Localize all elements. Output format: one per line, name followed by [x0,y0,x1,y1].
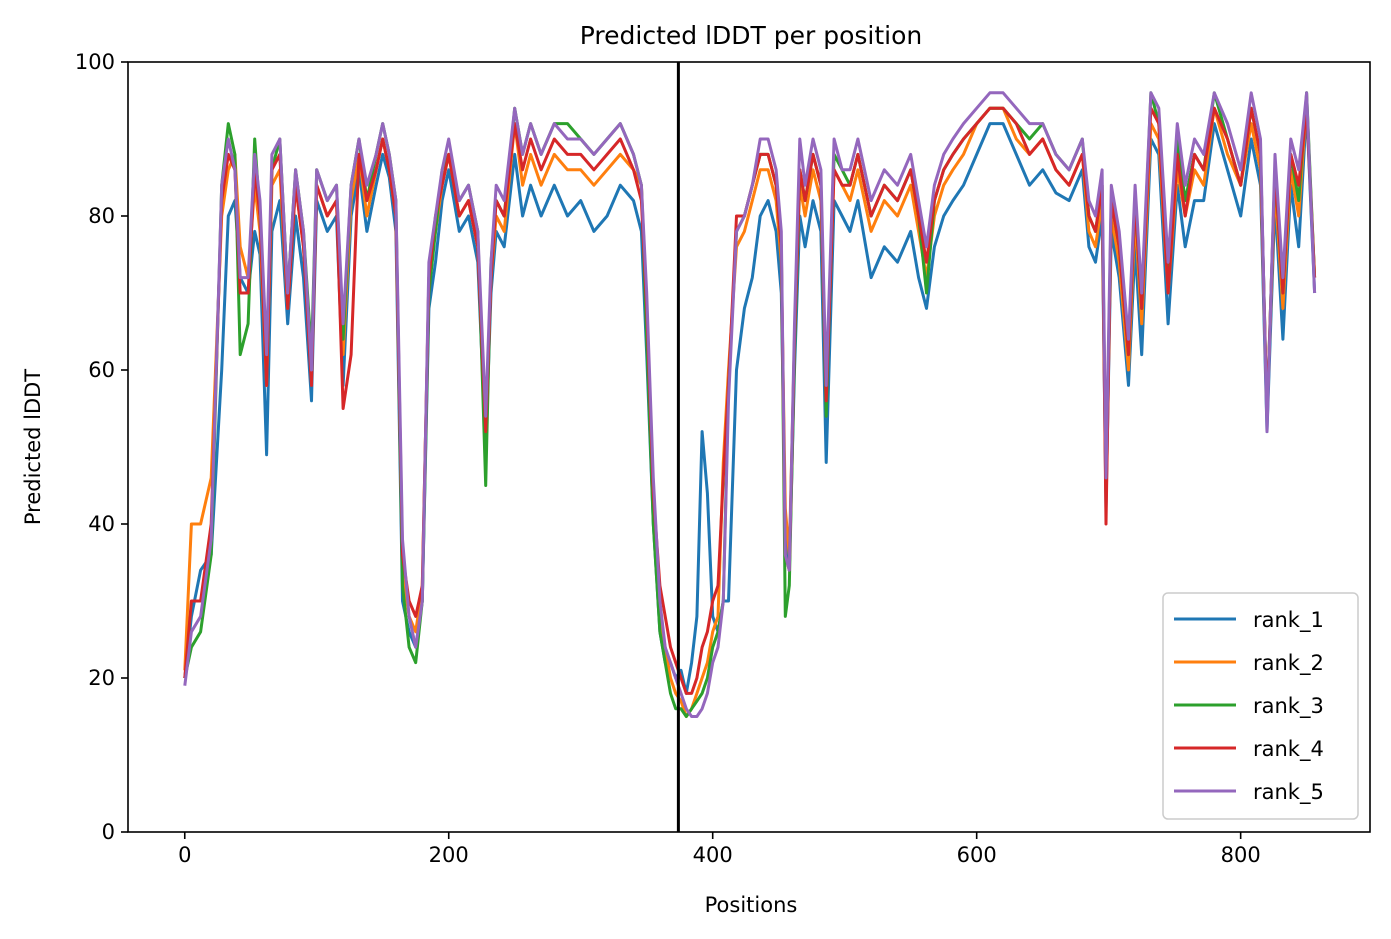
x-tick-label: 800 [1221,843,1261,867]
series-line-rank_5 [183,91,1317,718]
y-axis: 0 20 40 60 80 100 [75,50,128,844]
y-tick-label: 60 [88,358,115,382]
y-tick-label: 80 [88,204,115,228]
chart-title: Predicted lDDT per position [580,21,922,50]
y-tick-label: 0 [102,820,115,844]
y-tick-label: 100 [75,50,115,74]
y-tick-label: 40 [88,512,115,536]
x-tick-label: 0 [178,843,191,867]
series-layer [183,91,1317,718]
y-tick-label: 20 [88,666,115,690]
legend-label-rank_1: rank_1 [1253,608,1324,633]
x-tick-label: 400 [693,843,733,867]
plot-frame [127,61,1371,833]
x-tick-label: 200 [429,843,469,867]
x-axis-title: Positions [705,893,798,917]
legend-box [1162,592,1359,820]
legend-label-rank_4: rank_4 [1253,737,1324,762]
series-line-rank_4 [183,106,1317,695]
x-tick-label: 600 [957,843,997,867]
y-axis-title: Predicted lDDT [21,369,45,525]
x-axis: 0 200 400 600 800 [178,832,1261,867]
legend-label-rank_3: rank_3 [1253,694,1324,719]
legend-label-rank_5: rank_5 [1253,780,1324,805]
legend-label-rank_2: rank_2 [1253,651,1324,676]
legend: rank_1 rank_2 rank_3 rank_4 rank_5 [1162,592,1359,820]
